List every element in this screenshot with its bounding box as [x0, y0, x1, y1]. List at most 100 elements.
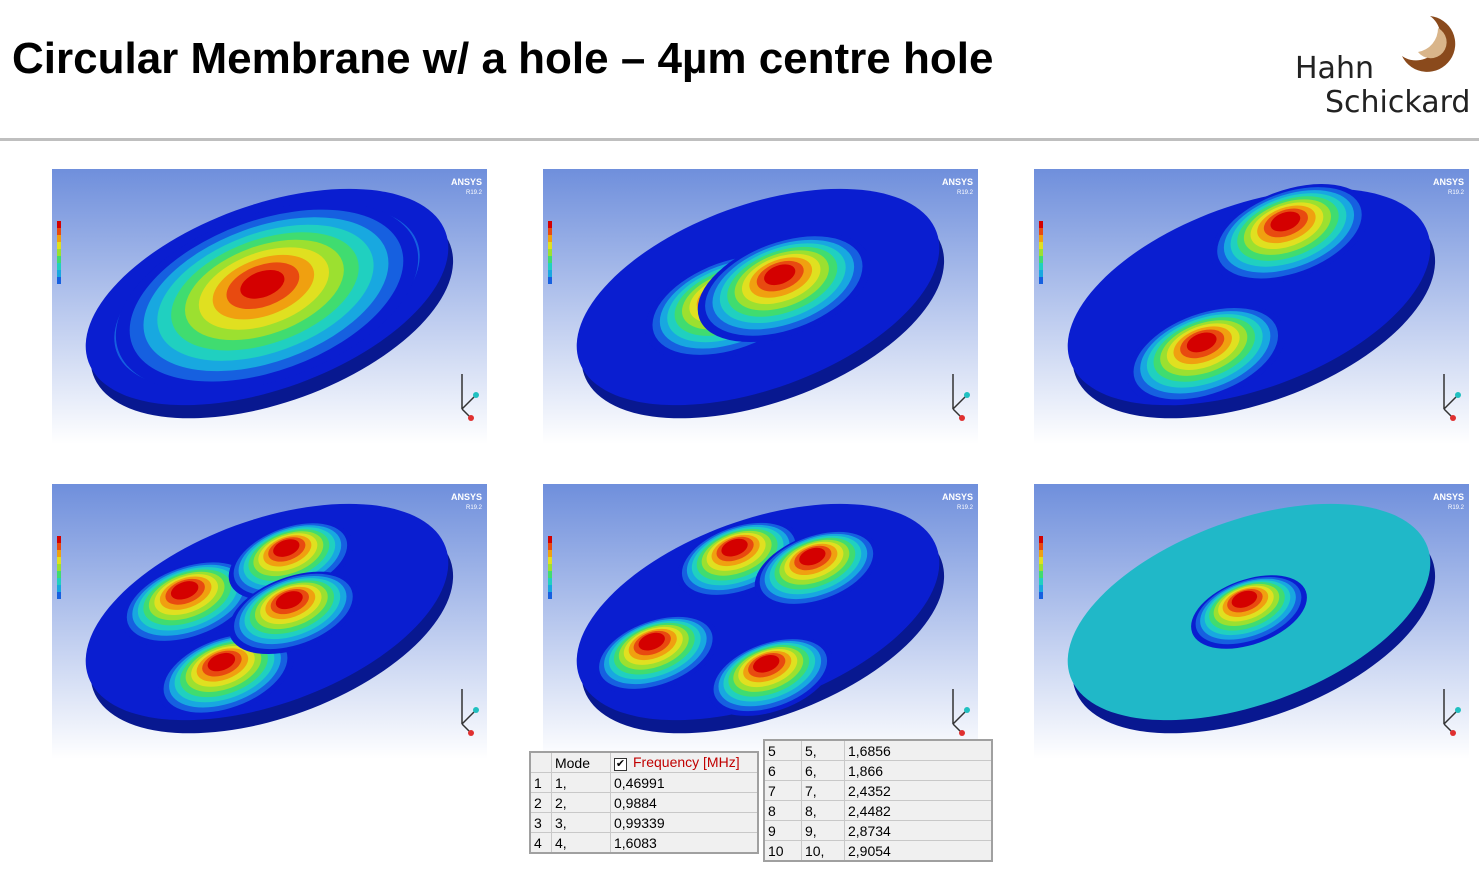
- legend-swatch: [57, 263, 61, 270]
- version-label: R19.2: [466, 190, 483, 196]
- legend-swatch: [57, 564, 61, 571]
- cell: 2,8734: [844, 820, 993, 841]
- contour: [1231, 590, 1258, 608]
- table-row: 6 6, 1,866: [763, 760, 993, 781]
- legend-swatch: [548, 221, 552, 228]
- legend-swatch: [1039, 249, 1043, 256]
- logo-text: Schickard: [1325, 85, 1470, 120]
- table-row: 5 5, 1,6856: [763, 739, 993, 761]
- cell: 2,4482: [844, 800, 993, 821]
- table-row: 3 3, 0,99339: [529, 812, 759, 833]
- cell: 8: [763, 800, 802, 821]
- cell: 6: [763, 760, 802, 781]
- cell: 1,866: [844, 760, 993, 781]
- contour: [240, 269, 285, 299]
- membrane: [85, 188, 454, 419]
- version-label: R19.2: [1448, 190, 1465, 196]
- table-body: 1 1, 0,46991 2 2, 0,9884 3 3, 0,99339 4 4, 1,6083: [529, 772, 759, 854]
- contour: [799, 547, 826, 566]
- cell: 10,: [800, 840, 846, 862]
- simulation-panel: ANSYS R19.2: [52, 169, 487, 444]
- axis-dot: [964, 392, 970, 398]
- table-row: 2 2, 0,9884: [529, 792, 759, 813]
- axis-dot: [959, 730, 965, 736]
- cell: [529, 751, 552, 773]
- legend-swatch: [57, 270, 61, 277]
- legend-swatch: [57, 536, 61, 543]
- brand-label: ANSYS: [942, 492, 973, 502]
- cell: 1: [529, 772, 552, 793]
- cell: 7: [763, 780, 802, 801]
- slide-title: Circular Membrane w/ a hole – 4µm centre…: [12, 34, 994, 83]
- legend-swatch: [548, 277, 552, 284]
- cell: 3,: [550, 812, 612, 833]
- brand-label: ANSYS: [1433, 492, 1464, 502]
- cell: 2,: [550, 792, 612, 813]
- legend-swatch: [1039, 263, 1043, 270]
- axis-dot: [964, 707, 970, 713]
- logo: Hahn Schickard: [1295, 16, 1470, 120]
- cell: 9: [763, 820, 802, 841]
- legend-swatch: [1039, 536, 1043, 543]
- legend-swatch: [57, 557, 61, 564]
- table-row: 8 8, 2,4482: [763, 800, 993, 821]
- cell: 2,4352: [844, 780, 993, 801]
- legend-swatch: [548, 557, 552, 564]
- contour: [275, 591, 303, 610]
- divider: [0, 138, 1479, 141]
- legend-swatch: [1039, 242, 1043, 249]
- axis-dot: [1450, 415, 1456, 421]
- axis-dot: [468, 730, 474, 736]
- legend-swatch: [548, 270, 552, 277]
- legend-swatch: [1039, 277, 1043, 284]
- cell: 1,: [550, 772, 612, 793]
- membrane: [1067, 184, 1436, 419]
- membrane: [576, 188, 945, 419]
- legend-swatch: [548, 578, 552, 585]
- contour: [753, 654, 780, 673]
- cell: 0,9884: [610, 792, 759, 813]
- contour: [207, 652, 236, 672]
- legend-swatch: [1039, 571, 1043, 578]
- table-row: 10 10, 2,9054: [763, 840, 993, 862]
- logo-arc: [1402, 16, 1456, 72]
- legend-swatch: [1039, 585, 1043, 592]
- cell: 5,: [800, 739, 846, 761]
- legend-swatch: [1039, 221, 1043, 228]
- contour: [1186, 332, 1217, 353]
- table-row: 4 4, 1,6083: [529, 832, 759, 854]
- table-row: 9 9, 2,8734: [763, 820, 993, 841]
- axis-dot: [468, 415, 474, 421]
- legend-swatch: [57, 550, 61, 557]
- legend-swatch: [548, 536, 552, 543]
- brand-label: ANSYS: [942, 177, 973, 187]
- legend-swatch: [548, 235, 552, 242]
- legend-swatch: [548, 249, 552, 256]
- legend-swatch: [548, 592, 552, 599]
- legend-swatch: [1039, 550, 1043, 557]
- table-row: 1 1, 0,46991: [529, 772, 759, 793]
- cell: 0,46991: [610, 772, 759, 793]
- checkbox[interactable]: ✔: [614, 758, 627, 771]
- brand-label: ANSYS: [1433, 177, 1464, 187]
- axis-dot: [959, 415, 965, 421]
- legend-swatch: [57, 543, 61, 550]
- cell: 4: [529, 832, 552, 854]
- axis-dot: [1455, 392, 1461, 398]
- cell: 7,: [800, 780, 846, 801]
- cell: 8,: [800, 800, 846, 821]
- legend-swatch: [57, 578, 61, 585]
- legend-swatch: [548, 263, 552, 270]
- cell: 2: [529, 792, 552, 813]
- legend-swatch: [57, 592, 61, 599]
- cell: Mode: [550, 751, 612, 773]
- legend-swatch: [1039, 235, 1043, 242]
- cell: 4,: [550, 832, 612, 854]
- legend-swatch: [57, 277, 61, 284]
- cell: 1,6083: [610, 832, 759, 854]
- legend-swatch: [57, 256, 61, 263]
- legend-swatch: [548, 228, 552, 235]
- cell: 2,9054: [844, 840, 993, 862]
- axis-dot: [473, 392, 479, 398]
